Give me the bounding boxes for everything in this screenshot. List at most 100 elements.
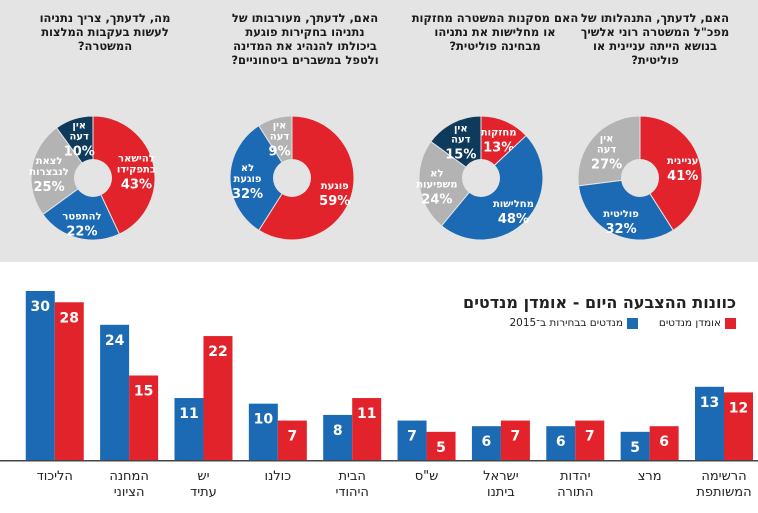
category-label: ש"ס: [415, 469, 439, 484]
pie-slice-value: 59%: [319, 194, 350, 209]
pie-slice: [30, 127, 94, 216]
pie-slice-value: 25%: [33, 180, 64, 195]
pie-slice-value: 41%: [667, 169, 698, 184]
pie-slice-label: עניינית: [667, 156, 698, 167]
pie-question-4: לעשות בעקבות המלצות: [41, 25, 169, 39]
category-label: כולנו: [265, 469, 292, 484]
pie-slice-label: אין: [72, 121, 86, 132]
pie-hole: [273, 159, 311, 197]
category-label: יש: [197, 469, 209, 484]
pie-slice-label: לנבצרות: [29, 167, 69, 178]
bar-value-estimate: 6: [659, 434, 669, 450]
category-label: יהדות: [560, 469, 591, 484]
bar-value-2015: 11: [179, 406, 198, 422]
bar-2015: [620, 431, 650, 460]
bar-2015: [546, 426, 576, 460]
bar-2015: [323, 414, 353, 460]
bar-estimate: [426, 431, 456, 460]
category-label: הליכוד: [37, 469, 73, 484]
pie-slice: [418, 140, 482, 227]
bar-value-2015: 10: [254, 412, 274, 428]
pie-slice-value: 22%: [66, 225, 97, 240]
legend-item-2015: מנדטים בבחירות ב־2015: [510, 317, 638, 329]
bar-value-2015: 24: [105, 333, 125, 349]
pie-slice-label: דעה: [451, 134, 471, 145]
bar-2015: [471, 426, 501, 460]
bar-2015: [695, 386, 724, 460]
bar-value-estimate: 22: [208, 344, 227, 360]
bar-estimate: [54, 302, 84, 460]
legend-swatch-blue: [627, 317, 638, 329]
pie-slice-value: 43%: [121, 177, 152, 192]
bar-2015: [174, 398, 204, 460]
bar-value-estimate: 28: [60, 310, 79, 326]
pie-question-3: ולטפל במשברים ביטחוניים?: [231, 53, 378, 67]
legend-label: אומדן מנדטים: [658, 317, 721, 329]
bar-value-2015: 8: [333, 423, 343, 439]
category-label: ישראל: [483, 469, 519, 484]
bar-estimate: [203, 336, 233, 460]
pie-question-1: מפכ"ל המשטרה רוני אלשיך: [581, 25, 729, 39]
bar-value-2015: 30: [31, 299, 51, 315]
pie-slice-label: בתפקידו: [117, 164, 156, 175]
bar-2015: [25, 291, 55, 460]
pie-slice-label: פוגעת: [234, 174, 262, 185]
category-label: הרשימה: [701, 469, 746, 484]
pie-slice-label: דעה: [597, 145, 617, 156]
bar-2015: [100, 324, 130, 460]
pie-slice-label: לא: [430, 169, 443, 180]
pie-slice-label: אין: [454, 123, 468, 134]
pie-question-1: בנושא הייתה עניינית או: [593, 39, 717, 53]
category-label: התורה: [557, 485, 593, 500]
bar-value-estimate: 7: [511, 429, 521, 445]
bar-value-estimate: 5: [436, 440, 446, 456]
pie-question-1: פוליטית?: [631, 53, 679, 67]
pie-question-1: האם, לדעתך, התנהלותו של: [581, 11, 729, 25]
pie-slice-value: 13%: [483, 141, 514, 156]
pie-slice-value: 9%: [269, 144, 291, 159]
pie-slice-label: פוגעת: [321, 181, 349, 192]
pie-slice: [92, 115, 156, 235]
pie-slice-label: פוליטית: [603, 209, 639, 220]
pie-hole: [462, 159, 500, 197]
pie-question-3: האם, לדעתך, מעורבותו של: [232, 11, 378, 25]
pie-slice-value: 10%: [64, 145, 95, 160]
bar-value-2015: 6: [556, 434, 566, 450]
bar-value-estimate: 11: [357, 406, 376, 422]
legend-swatch-red: [725, 317, 736, 329]
category-label: עתיד: [190, 485, 217, 500]
pie-question-3: ביכולתו להנהיג את המדינה: [233, 39, 377, 53]
bar-value-2015: 5: [630, 440, 640, 456]
pie-slice-label: מחלישות: [493, 199, 534, 210]
pie-question-4: המשטרה?: [78, 39, 132, 53]
category-label: המחנה: [109, 469, 149, 484]
bar-value-2015: 7: [407, 429, 417, 445]
pie-slice-label: לצאת: [36, 156, 63, 167]
bar-value-estimate: 12: [729, 400, 748, 416]
pie-question-2: מבחינה פוליטית?: [449, 39, 540, 53]
pie-question-2: או מחלישות את נתניהו: [434, 25, 555, 39]
bar-estimate: [649, 426, 679, 460]
pie-slice-value: 48%: [498, 212, 529, 227]
pie-hole: [621, 159, 659, 197]
bar-value-estimate: 7: [287, 429, 297, 445]
bar-value-estimate: 15: [134, 384, 153, 400]
bar-estimate: [277, 420, 307, 460]
bar-chart-title: כוונות ההצבעה היום - אומדן מנדטים: [463, 293, 736, 312]
bar-estimate: [500, 420, 530, 460]
pie-slice-label: דעה: [270, 131, 290, 142]
pie-question-3: נתניהו בחקירות פוגעת: [245, 25, 364, 39]
category-label: היהודי: [335, 485, 368, 500]
pie-slice-value: 27%: [591, 158, 622, 173]
pie-slice-label: מחזקות: [481, 128, 517, 139]
pie-slice-label: דעה: [70, 132, 90, 143]
bar-estimate: [724, 392, 753, 460]
pie-slice-label: אין: [273, 120, 287, 131]
pie-question-4: מה, לדעתך, צריך נתניהו: [40, 11, 171, 25]
pie-slice-value: 32%: [232, 187, 263, 202]
pie-hole: [74, 159, 112, 197]
category-label: מרצ: [638, 469, 662, 484]
pie-question-2: האם מסקנות המשטרה מחזקות: [412, 11, 579, 25]
category-label: הציוני: [114, 485, 145, 500]
